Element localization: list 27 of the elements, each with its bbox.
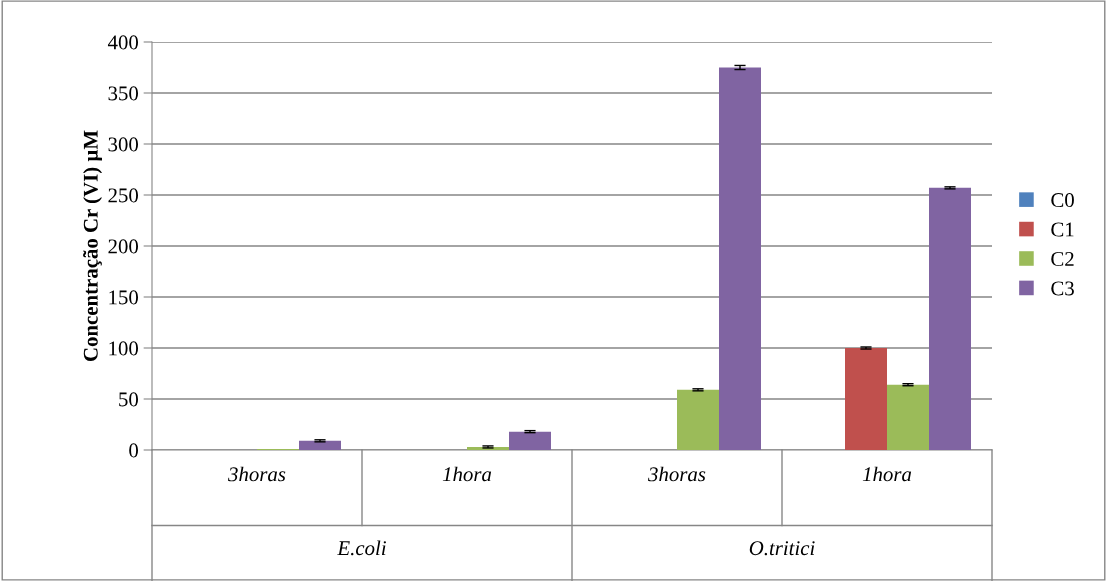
bar xyxy=(677,389,719,450)
y-tick-label: 350 xyxy=(108,86,139,101)
bar xyxy=(845,348,887,450)
y-tick-label: 200 xyxy=(108,239,139,254)
y-tick-label: 0 xyxy=(129,443,139,458)
legend-label: C1 xyxy=(1051,222,1074,237)
text: O.tritici xyxy=(749,541,815,556)
legend-label: C3 xyxy=(1051,281,1074,296)
legend-label: C2 xyxy=(1051,252,1074,266)
x-tick-label: 3horas xyxy=(648,466,706,482)
legend-label: C0 xyxy=(1051,193,1074,208)
bar xyxy=(299,440,341,450)
bar xyxy=(887,384,929,450)
y-tick-label: 50 xyxy=(119,392,139,407)
x-tick-label: 1hora xyxy=(862,466,912,482)
text: E.coli xyxy=(337,540,386,556)
y-tick-label: 150 xyxy=(109,290,139,305)
x-tick-label: 3horas xyxy=(228,466,286,482)
bar xyxy=(509,431,551,450)
bar xyxy=(929,187,971,450)
x-tick-label: 1hora xyxy=(442,466,492,482)
y-tick-label: 400 xyxy=(107,35,139,50)
y-tick-label: 250 xyxy=(108,188,139,203)
y-tick-label: 100 xyxy=(109,341,139,356)
y-axis-title: Concentração Cr (VI) µM xyxy=(83,130,102,362)
y-tick-label: 300 xyxy=(108,137,139,152)
bar xyxy=(719,67,761,450)
